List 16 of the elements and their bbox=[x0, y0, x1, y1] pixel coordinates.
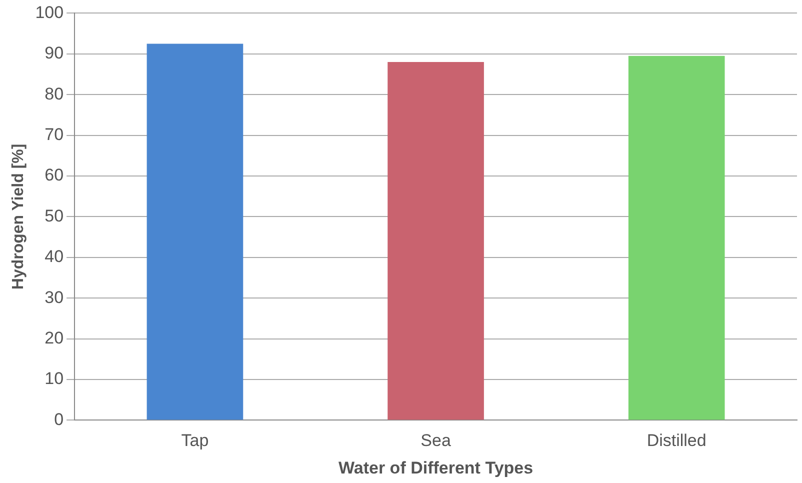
y-tick-label: 70 bbox=[44, 124, 64, 144]
y-tick-label: 0 bbox=[54, 410, 64, 429]
y-tick-label: 80 bbox=[44, 84, 64, 104]
x-tick-label: Tap bbox=[181, 431, 209, 450]
y-tick-label: 30 bbox=[44, 288, 64, 307]
x-tick-label: Sea bbox=[420, 431, 452, 450]
y-tick-label: 40 bbox=[44, 247, 64, 266]
y-tick-label: 10 bbox=[44, 369, 64, 388]
x-axis-title: Water of Different Types bbox=[338, 458, 534, 478]
y-tick-label: 60 bbox=[44, 166, 64, 185]
y-axis-title: Hydrogen Yield [%] bbox=[10, 144, 28, 290]
y-tick-label: 100 bbox=[35, 2, 64, 22]
y-tick-label: 90 bbox=[44, 44, 64, 63]
y-tick-label: 50 bbox=[44, 206, 64, 226]
x-tick-label: Distilled bbox=[646, 431, 706, 450]
y-tick-label: 20 bbox=[44, 328, 64, 348]
